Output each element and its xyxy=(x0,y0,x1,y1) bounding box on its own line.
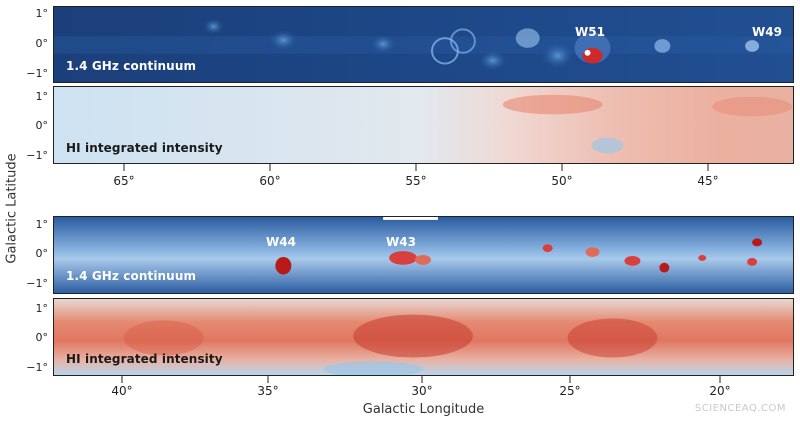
lon-tick-label: 20° xyxy=(709,384,731,398)
hi-panel-south: HI integrated intensity xyxy=(53,298,794,376)
lon-tick-label: 65° xyxy=(113,174,135,188)
lat-tick-label: −1° xyxy=(26,149,48,162)
lon-tick-label: 45° xyxy=(697,174,719,188)
hi-panel-north: HI integrated intensity xyxy=(53,86,794,164)
lat-tick-label: −1° xyxy=(26,67,48,80)
lon-ticks-north xyxy=(53,164,794,172)
continuum-panel-south: W44 W43 1.4 GHz continuum xyxy=(53,216,794,294)
lon-tick-label: 55° xyxy=(405,174,427,188)
panel-label-hi-south: HI integrated intensity xyxy=(66,352,223,366)
lat-tick-label: 0° xyxy=(35,119,49,132)
lat-tick-label: −1° xyxy=(26,277,48,290)
continuum-map-north xyxy=(54,7,793,82)
lat-tick-label: 0° xyxy=(35,331,49,344)
lon-tick-label: 60° xyxy=(259,174,281,188)
lon-tick-label: 50° xyxy=(551,174,573,188)
lat-tick-label: 1° xyxy=(35,90,49,103)
lat-tick-label: −1° xyxy=(26,361,48,374)
lon-tick-label: 35° xyxy=(257,384,279,398)
source-label-w44: W44 xyxy=(266,235,296,249)
source-label-w49: W49 xyxy=(752,25,782,39)
lon-tick-label: 30° xyxy=(411,384,433,398)
source-label-w43: W43 xyxy=(386,235,416,249)
y-axis-label: Galactic Latitude xyxy=(4,152,20,264)
lat-tick-label: 1° xyxy=(35,302,49,315)
watermark: SCIENCEAQ.COM xyxy=(694,403,786,414)
lat-tick-label: 0° xyxy=(35,37,49,50)
x-axis-label: Galactic Longitude xyxy=(362,402,485,417)
lon-tick-label: 25° xyxy=(559,384,581,398)
panel-label-continuum-south: 1.4 GHz continuum xyxy=(66,269,197,283)
lon-ticks-south xyxy=(53,376,794,384)
lat-tick-label: 1° xyxy=(35,7,49,20)
lat-tick-label: 0° xyxy=(35,247,49,260)
source-label-w51: W51 xyxy=(575,25,605,39)
lon-tick-label: 40° xyxy=(111,384,133,398)
continuum-panel-north: W51 W49 1.4 GHz continuum xyxy=(53,6,794,83)
hi-map-north xyxy=(54,87,793,163)
panel-label-hi-north: HI integrated intensity xyxy=(66,141,223,155)
continuum-map-south xyxy=(54,217,793,293)
hi-map-south xyxy=(54,299,793,375)
panel-label-continuum-north: 1.4 GHz continuum xyxy=(66,59,197,73)
lat-tick-label: 1° xyxy=(35,218,49,231)
